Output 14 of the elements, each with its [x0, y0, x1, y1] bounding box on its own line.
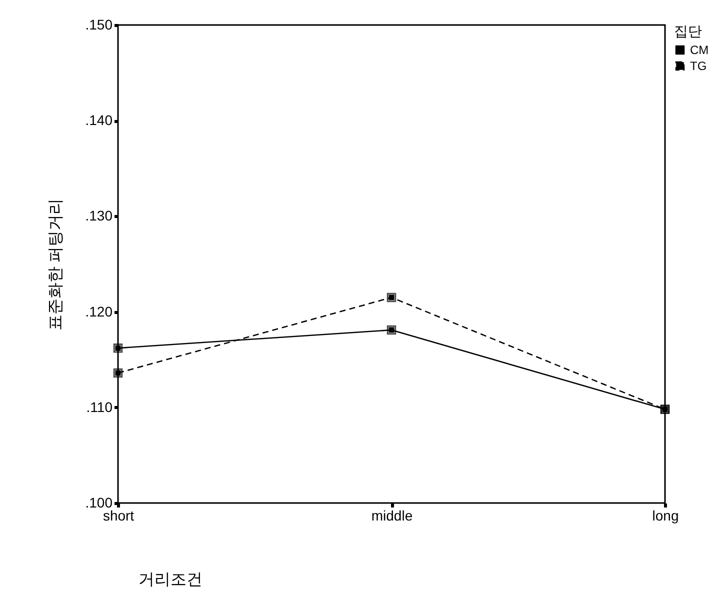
- legend-label: TG: [690, 59, 707, 73]
- x-tick-label: middle: [371, 508, 413, 524]
- y-tick-label: .100: [85, 494, 113, 510]
- x-tick-label: short: [102, 508, 134, 524]
- x-axis-title: 거리조건: [138, 572, 202, 588]
- y-tick-label: .150: [85, 16, 113, 32]
- y-tick-label: .120: [85, 303, 113, 320]
- y-tick-label: .130: [85, 208, 113, 224]
- legend-label: CM: [690, 43, 709, 57]
- legend-title: 집단: [674, 23, 702, 39]
- x-tick-label: long: [652, 508, 679, 524]
- y-axis-title: 표준화한 퍼팅거리: [47, 198, 64, 331]
- y-tick-label: .110: [86, 398, 113, 415]
- y-tick-label: .140: [85, 112, 113, 128]
